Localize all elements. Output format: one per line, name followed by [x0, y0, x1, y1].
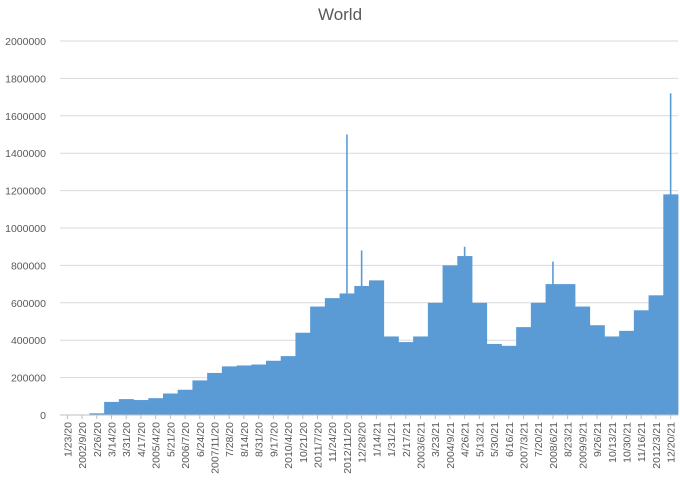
bar [266, 360, 282, 415]
x-tick-label: 4/26/21 [460, 422, 472, 457]
x-tick-label: 8/23/21 [563, 422, 575, 457]
x-tick-label: 8/31/20 [254, 422, 266, 457]
bar [575, 306, 591, 415]
bar [369, 280, 385, 415]
x-tick-label: 12/20/21 [666, 422, 678, 463]
x-tick-label: 2009/9/21 [577, 422, 589, 469]
x-tick-label: 3/14/20 [107, 422, 119, 457]
bar [236, 365, 252, 415]
y-tick-label: 1200000 [5, 186, 46, 198]
x-tick-label: 2012/3/21 [651, 422, 663, 469]
x-tick-label: 3/31/20 [121, 422, 133, 457]
bar [530, 302, 546, 415]
bar [118, 399, 134, 415]
x-tick-label: 3/23/21 [430, 422, 442, 457]
bar [89, 413, 105, 415]
bar [619, 330, 635, 415]
bar [633, 310, 649, 415]
x-tick-label: 2008/6/21 [548, 422, 560, 469]
x-tick-label: 6/16/21 [504, 422, 516, 457]
bar [310, 306, 326, 415]
y-tick-label: 0 [40, 410, 46, 422]
bar [648, 295, 664, 415]
bars [60, 93, 679, 415]
x-axis-ticks: 1/23/20 2002/9/20 2/26/20 3/14/20 3/31/20 4/1… [62, 415, 678, 474]
x-tick-label: 2011/7/20 [313, 422, 325, 468]
x-tick-label: 1/14/21 [371, 422, 383, 457]
bar [442, 265, 458, 415]
x-tick-label: 2005/4/20 [151, 422, 163, 469]
x-tick-label: 1/31/21 [386, 422, 398, 457]
x-tick-label: 2007/11/20 [210, 422, 222, 474]
y-tick-label: 800000 [11, 260, 46, 272]
x-tick-label: 2002/9/20 [77, 422, 89, 469]
x-tick-label: 2007/3/21 [519, 422, 531, 469]
x-tick-label: 9/26/21 [592, 422, 604, 457]
bar [104, 401, 120, 415]
y-tick-label: 1800000 [5, 73, 46, 85]
bar [427, 302, 443, 415]
bar [413, 336, 429, 415]
x-tick-label: 10/13/21 [607, 422, 619, 463]
bar [280, 356, 296, 415]
x-tick-label: 8/14/20 [239, 422, 251, 457]
bar [604, 336, 620, 415]
bar [589, 325, 605, 415]
x-tick-label: 2/17/21 [401, 422, 413, 457]
x-tick-label: 5/30/21 [489, 422, 501, 457]
bar [486, 343, 502, 415]
x-tick-label: 5/21/20 [165, 422, 177, 457]
x-tick-label: 2012/11/20 [342, 422, 354, 474]
bar [192, 380, 208, 415]
x-tick-label: 2003/6/21 [416, 422, 428, 469]
bar [177, 389, 193, 415]
y-tick-label: 1600000 [5, 111, 46, 123]
x-tick-label: 10/30/21 [622, 422, 634, 463]
x-tick-label: 7/28/20 [224, 422, 236, 457]
bar [133, 400, 149, 415]
y-tick-label: 1400000 [5, 148, 46, 160]
y-axis-ticks: 0 200000 400000 600000 800000 1000000 1200000 1… [5, 36, 46, 422]
bar [472, 302, 488, 415]
bar [383, 336, 399, 415]
bar [516, 327, 532, 415]
bar [501, 345, 517, 415]
y-tick-label: 400000 [11, 335, 46, 347]
bar [295, 332, 311, 415]
bar [560, 284, 576, 415]
x-tick-label: 2/26/20 [92, 422, 104, 457]
bar [221, 366, 237, 415]
x-tick-label: 11/24/20 [327, 422, 339, 462]
y-tick-label: 600000 [11, 298, 46, 310]
y-tick-label: 2000000 [5, 36, 46, 48]
chart-title: World [318, 5, 362, 24]
x-tick-label: 11/16/21 [636, 422, 648, 462]
bar [163, 393, 179, 415]
bar [148, 398, 164, 415]
x-tick-label: 2010/4/20 [283, 422, 295, 469]
x-tick-label: 4/17/20 [136, 422, 148, 457]
y-tick-label: 1000000 [5, 223, 46, 235]
gridlines [60, 40, 678, 379]
x-tick-label: 12/28/20 [357, 422, 369, 463]
x-tick-label: 2006/7/20 [180, 422, 192, 469]
x-tick-label: 1/23/20 [62, 422, 74, 457]
x-tick-label: 10/21/20 [298, 422, 310, 463]
bar [207, 372, 223, 415]
bar [251, 364, 267, 415]
y-tick-label: 200000 [11, 373, 46, 385]
x-tick-label: 9/17/20 [268, 422, 280, 457]
bar [324, 298, 340, 415]
x-tick-label: 6/24/20 [195, 422, 207, 457]
x-tick-label: 5/13/21 [474, 422, 486, 457]
bar [398, 342, 414, 415]
x-tick-label: 7/20/21 [533, 422, 545, 457]
x-tick-label: 2004/9/21 [445, 422, 457, 469]
